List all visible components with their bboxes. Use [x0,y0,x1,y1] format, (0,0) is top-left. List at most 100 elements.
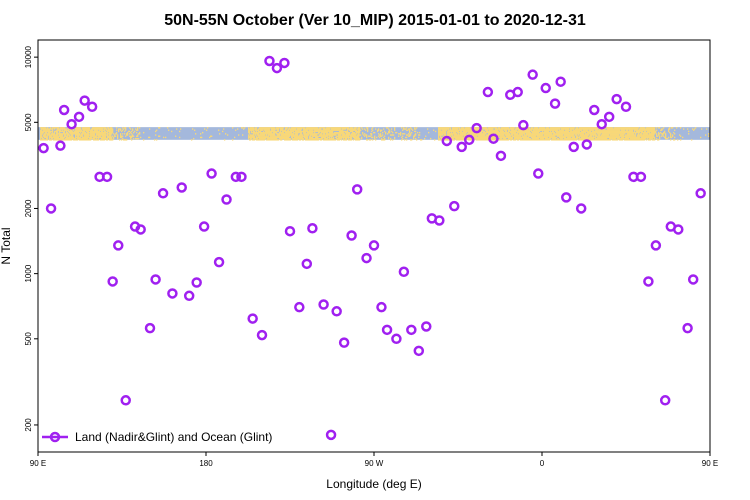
land-speckle [448,139,450,141]
land-speckle [552,136,554,139]
land-speckle [440,127,442,129]
land-speckle [258,136,260,139]
land-speckle [343,133,345,135]
land-speckle [571,128,573,130]
land-speckle [292,133,294,135]
land-speckle [489,134,491,136]
land-speckle [527,128,529,130]
land-speckle [519,137,521,140]
land-speckle [618,130,620,133]
land-speckle [80,136,82,139]
data-point [38,142,49,154]
land-speckle [348,134,350,136]
land-speckle [356,136,358,139]
land-speckle [646,128,648,130]
land-speckle [378,129,380,131]
land-speckle [586,134,588,136]
land-speckle [665,134,667,136]
land-speckle [623,127,625,129]
land-speckle [449,127,451,129]
land-speckle [298,136,300,139]
land-speckle [121,139,123,141]
land-speckle [441,127,443,129]
land-speckle [281,131,283,134]
land-speckle [69,135,71,137]
land-speckle [96,130,98,133]
land-speckle [79,130,81,133]
land-speckle [232,127,234,129]
land-speckle [64,129,66,131]
land-speckle [524,135,526,137]
land-speckle [324,139,326,141]
land-speckle [261,136,263,139]
land-speckle [589,127,591,129]
land-speckle [409,134,411,136]
land-speckle [476,136,478,139]
land-speckle [542,129,544,131]
land-speckle [225,133,227,135]
land-speckle [261,139,263,141]
land-speckle [61,135,63,137]
land-speckle [582,134,584,136]
land-speckle [250,139,252,141]
land-speckle [522,135,524,137]
land-speckle [453,128,455,130]
land-speckle [61,130,63,133]
land-speckle [475,133,477,135]
land-speckle [332,134,334,136]
land-speckle [653,139,655,141]
land-speckle [333,128,335,130]
land-speckle [528,130,530,133]
land-speckle [608,127,610,129]
land-speckle [522,127,524,129]
land-speckle [149,128,151,130]
land-speckle [457,134,459,136]
land-speckle [338,139,340,141]
land-speckle [313,134,315,136]
land-speckle [71,137,73,140]
land-speckle [387,127,389,129]
land-speckle [263,136,265,139]
land-speckle [513,139,515,141]
land-speckle [550,137,552,140]
land-speckle [42,136,44,139]
land-speckle [103,127,105,129]
y-tick-label: 2000 [24,199,33,217]
land-speckle [566,139,568,141]
land-speckle [483,135,485,137]
land-speckle [654,137,656,140]
land-speckle [605,127,607,129]
data-point [206,168,217,179]
land-speckle [493,130,495,133]
land-speckle [273,136,275,139]
land-speckle [356,129,358,131]
land-speckle [491,130,493,133]
land-speckle [508,136,510,139]
land-speckle [561,133,563,135]
land-speckle [652,129,654,131]
land-speckle [643,135,645,137]
land-speckle [623,130,625,133]
land-speckle [405,136,407,139]
land-speckle [570,127,572,129]
data-point [66,118,77,130]
land-speckle [336,128,338,130]
land-speckle [76,133,78,135]
land-speckle [59,128,61,130]
land-speckle [644,139,646,141]
land-speckle [309,137,311,140]
land-speckle [323,133,325,135]
land-speckle [256,135,258,137]
land-speckle [533,134,535,136]
data-point [256,329,268,341]
land-speckle [279,136,281,139]
land-speckle [507,135,509,137]
land-speckle [579,139,581,141]
land-speckle [572,131,574,134]
land-speckle [591,136,593,139]
land-speckle [307,129,309,131]
land-speckle [599,133,601,135]
land-speckle [465,131,467,134]
land-speckle [565,134,567,136]
land-speckle [582,130,584,133]
